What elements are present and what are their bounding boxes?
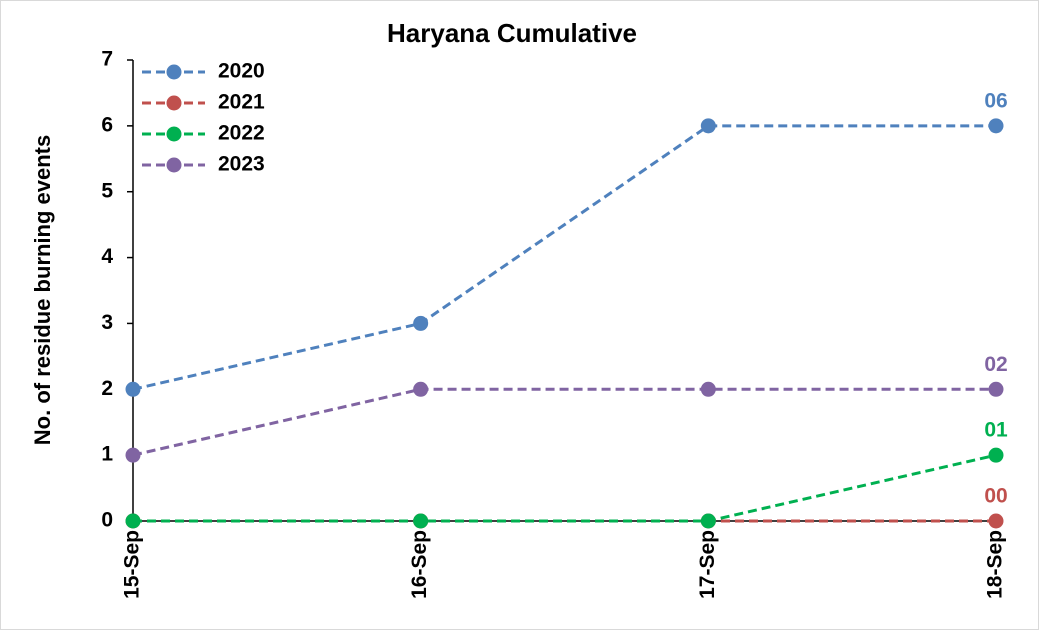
legend-marker bbox=[166, 95, 182, 111]
series-line bbox=[133, 453, 997, 523]
legend-marker bbox=[166, 64, 182, 80]
data-point bbox=[988, 381, 1004, 397]
data-point bbox=[413, 315, 429, 331]
data-point bbox=[700, 513, 716, 529]
legend-label: 2022 bbox=[218, 122, 265, 145]
legend-marker bbox=[166, 157, 182, 173]
data-point bbox=[988, 118, 1004, 134]
x-tick-label: 15-Sep bbox=[121, 530, 144, 599]
data-point bbox=[413, 381, 429, 397]
x-tick-label: 18-Sep bbox=[984, 530, 1007, 599]
legend-marker bbox=[166, 126, 182, 142]
data-point bbox=[413, 513, 429, 529]
y-tick-label: 5 bbox=[101, 179, 113, 202]
y-tick-label: 6 bbox=[101, 113, 113, 136]
data-label: 02 bbox=[984, 353, 1007, 376]
y-tick-label: 4 bbox=[101, 245, 113, 268]
data-point bbox=[988, 447, 1004, 463]
x-tick-label: 17-Sep bbox=[696, 530, 719, 599]
y-axis-label: No. of residue burning events bbox=[30, 135, 55, 445]
legend-label: 2021 bbox=[218, 91, 265, 114]
y-tick-label: 0 bbox=[101, 509, 113, 532]
y-tick-label: 7 bbox=[101, 48, 113, 71]
legend-label: 2023 bbox=[218, 153, 265, 176]
data-label: 01 bbox=[984, 419, 1008, 442]
data-point bbox=[700, 381, 716, 397]
series-line bbox=[132, 387, 996, 457]
legend-label: 2020 bbox=[218, 60, 265, 83]
x-tick-label: 16-Sep bbox=[408, 530, 431, 599]
series-line bbox=[132, 124, 996, 391]
data-point bbox=[125, 381, 141, 397]
y-tick-label: 2 bbox=[101, 377, 113, 400]
data-point bbox=[700, 118, 716, 134]
data-label: 06 bbox=[984, 89, 1007, 112]
chart-title: Haryana Cumulative bbox=[387, 18, 637, 48]
data-point bbox=[125, 513, 141, 529]
y-tick-label: 3 bbox=[101, 311, 113, 334]
y-tick-label: 1 bbox=[101, 443, 113, 466]
data-label: 00 bbox=[984, 485, 1007, 508]
data-point bbox=[988, 513, 1004, 529]
data-point bbox=[125, 447, 141, 463]
